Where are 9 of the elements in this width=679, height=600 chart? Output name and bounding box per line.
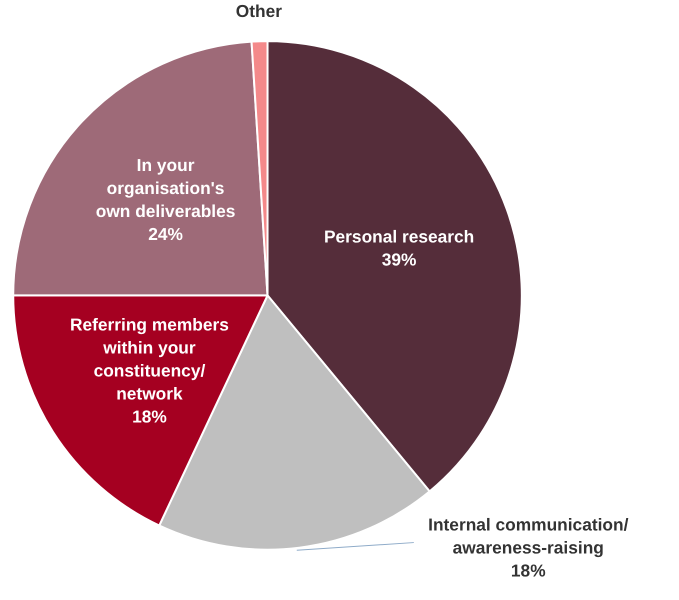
slice-label: Other (236, 0, 282, 21)
slice-label: Referring members within your constituency/ network (70, 314, 229, 404)
slice-label: In your organisation's own deliverables (96, 155, 236, 222)
slice-label: Personal research (324, 226, 474, 247)
data-label: 24% (148, 224, 183, 244)
data-label: 18% (510, 560, 546, 581)
slice-label: Internal communication/ awareness-raising (428, 514, 629, 558)
data-label: 18% (132, 406, 167, 426)
data-label: 39% (382, 250, 416, 270)
